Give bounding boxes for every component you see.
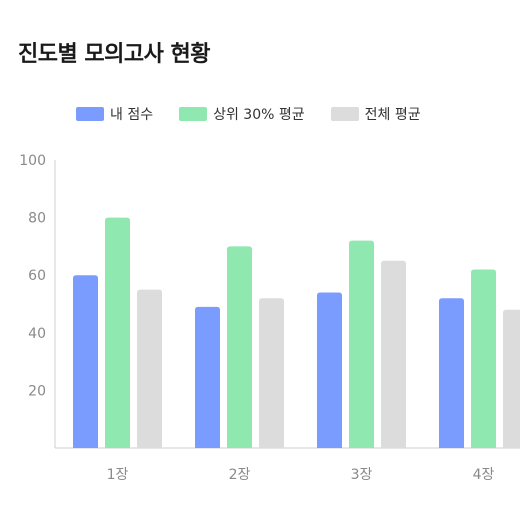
x-tick-label: 3장 [351,467,373,483]
legend-label-overall-avg: 전체 평균 [364,107,421,123]
legend-item-overall-avg[interactable]: 전체 평균 [330,104,421,124]
chart-title: 진도별 모의고사 현황 [18,42,210,67]
bar-my-score-2[interactable] [195,306,220,448]
legend-item-top30-avg[interactable]: 상위 30% 평균 [179,104,305,124]
bar-overall-avg-3[interactable] [381,260,406,448]
bar-my-score-4[interactable] [439,298,464,448]
legend-swatch-overall-avg [330,107,359,121]
bar-overall-avg-4[interactable] [503,309,520,448]
legend-label-my-score: 내 점수 [110,107,154,123]
y-tick-label: 20 [28,383,46,399]
bar-my-score-3[interactable] [317,292,342,448]
bar-overall-avg-2[interactable] [259,298,284,448]
bar-top30-avg-2[interactable] [227,246,252,448]
y-tick-label: 100 [19,153,46,169]
y-tick-label: 60 [28,268,46,284]
legend-swatch-my-score [76,107,104,121]
bar-my-score-1[interactable] [73,275,98,448]
bar-overall-avg-1[interactable] [137,289,162,448]
legend-item-my-score[interactable]: 내 점수 [76,104,153,124]
x-tick-label: 2장 [229,467,251,483]
legend: 내 점수 상위 30% 평균 전체 평균 [76,104,421,124]
bar-top30-avg-3[interactable] [349,240,374,448]
y-tick-label: 80 [28,211,46,227]
y-tick-label: 40 [28,326,46,342]
legend-swatch-top30-avg [179,107,208,121]
legend-label-top30-avg: 상위 30% 평균 [213,107,305,123]
bar-top30-avg-1[interactable] [105,217,130,448]
bar-top30-avg-4[interactable] [471,269,496,448]
x-tick-label: 4장 [473,467,495,483]
x-tick-label: 1장 [107,467,129,483]
